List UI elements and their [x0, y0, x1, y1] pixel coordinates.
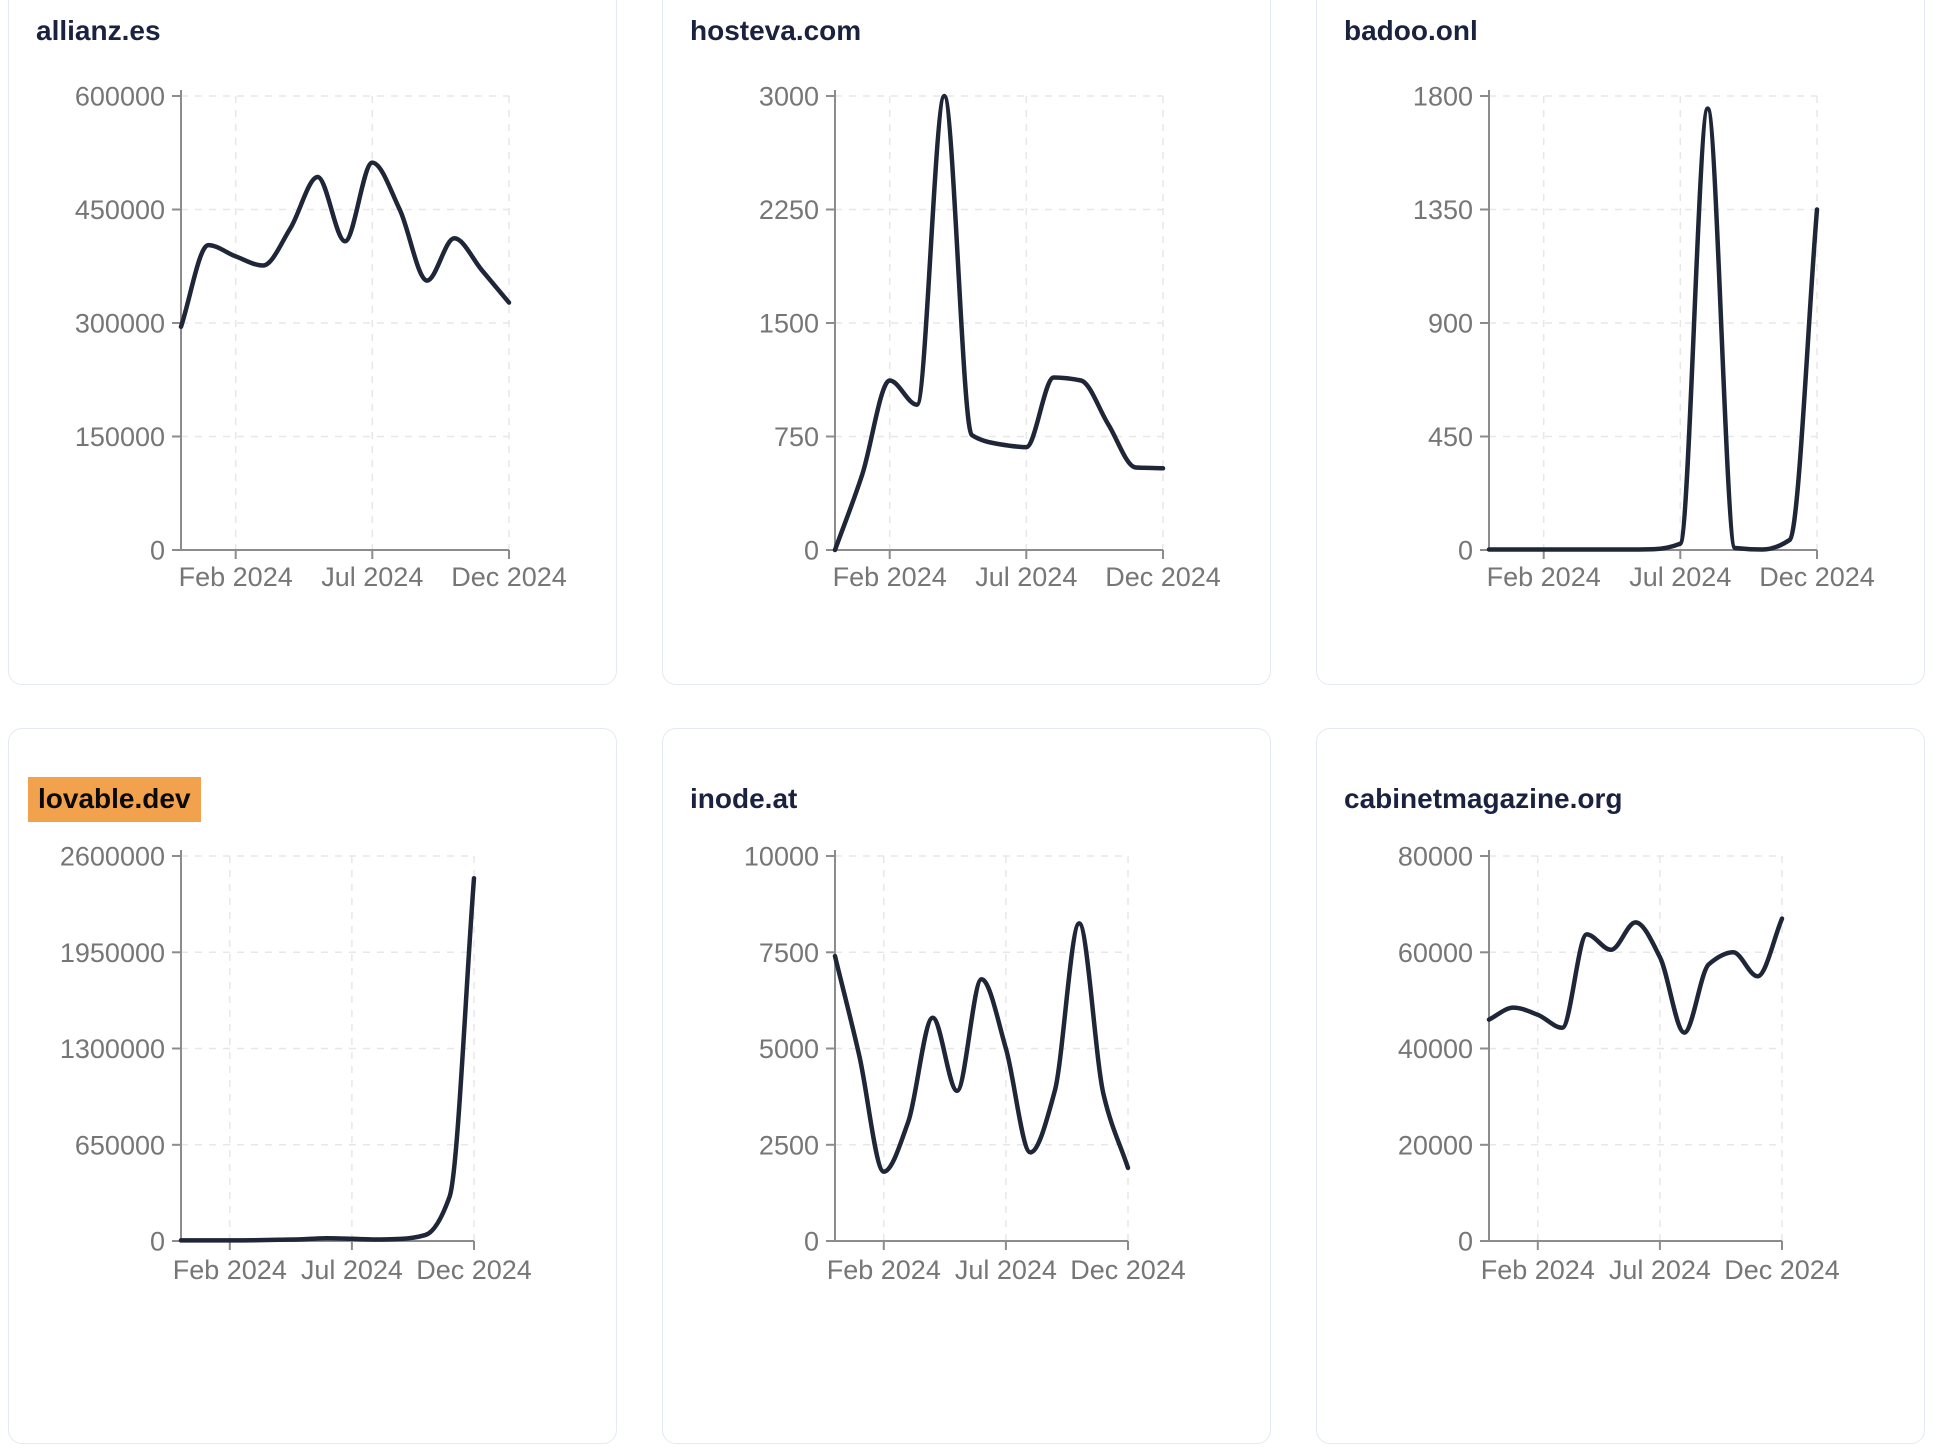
- axis-line: [834, 850, 1128, 1242]
- chart-title: lovable.dev: [28, 777, 201, 822]
- y-tick-label: 2600000: [60, 841, 165, 871]
- series-line: [832, 93, 1166, 553]
- x-tick-label: Jul 2024: [955, 1255, 1057, 1285]
- chart-title-text: badoo.onl: [1344, 15, 1478, 46]
- line-chart: 0 20000 40000 60000 80000 Feb 2024 Jul 2024 Dec…: [1398, 841, 1840, 1285]
- x-tick-label: Dec 2024: [1105, 562, 1221, 592]
- series-line: [178, 875, 477, 1243]
- chart-title-text: allianz.es: [36, 15, 161, 46]
- chart-title: inode.at: [690, 783, 797, 815]
- y-tick-label: 0: [1458, 1226, 1473, 1256]
- axis-line: [1488, 90, 1817, 551]
- chart-card: cabinetmagazine.org 0 20000 40000 60000 80000…: [1316, 728, 1925, 1444]
- series-line: [1486, 106, 1820, 552]
- x-tick-label: Jul 2024: [1609, 1255, 1711, 1285]
- line-chart: 0 2500 5000 7500 10000 Feb 2024 Jul 2024 Dec 20…: [744, 841, 1186, 1285]
- chart-title-text: lovable.dev: [28, 777, 201, 822]
- chart-title: allianz.es: [36, 15, 161, 47]
- x-tick-label: Feb 2024: [1487, 562, 1601, 592]
- y-tick-label: 10000: [744, 841, 819, 871]
- line-chart: 0 450 900 1350 1800 Feb 2024 Jul 2024 Dec 2024: [1413, 81, 1875, 592]
- y-tick-label: 5000: [759, 1034, 819, 1064]
- y-tick-label: 450000: [75, 195, 165, 225]
- x-tick-label: Feb 2024: [833, 562, 947, 592]
- y-tick-label: 0: [804, 535, 819, 565]
- x-tick-label: Feb 2024: [173, 1255, 287, 1285]
- y-tick-label: 2500: [759, 1130, 819, 1160]
- y-tick-label: 20000: [1398, 1130, 1473, 1160]
- chart-card: lovable.dev 0 650000 1300000 1950000 2600000 F…: [8, 728, 617, 1444]
- chart-card: inode.at 0 2500 5000 7500 10000 Feb 2024 Jul 20…: [662, 728, 1271, 1444]
- y-tick-label: 0: [150, 535, 165, 565]
- chart-card: hosteva.com 0 750 1500 2250 3000 Feb 2024 Jul 2…: [662, 0, 1271, 685]
- y-tick-label: 1500: [759, 308, 819, 338]
- x-tick-label: Dec 2024: [1070, 1255, 1186, 1285]
- chart-title-text: hosteva.com: [690, 15, 862, 46]
- axis-line: [180, 90, 509, 551]
- y-tick-label: 80000: [1398, 841, 1473, 871]
- chart-title: badoo.onl: [1344, 15, 1478, 47]
- chart-title-text: inode.at: [690, 783, 798, 814]
- y-tick-label: 750: [774, 422, 819, 452]
- x-tick-label: Jul 2024: [1629, 562, 1731, 592]
- y-tick-label: 650000: [75, 1130, 165, 1160]
- y-tick-label: 1950000: [60, 938, 165, 968]
- y-tick-label: 1300000: [60, 1034, 165, 1064]
- x-tick-label: Dec 2024: [1759, 562, 1875, 592]
- y-tick-label: 450: [1428, 422, 1473, 452]
- line-chart: 0 150000 300000 450000 600000 Feb 2024 Jul 202…: [75, 81, 567, 592]
- chart-title: hosteva.com: [690, 15, 861, 47]
- y-tick-label: 7500: [759, 938, 819, 968]
- axis-line: [1488, 850, 1782, 1242]
- x-tick-label: Jul 2024: [301, 1255, 403, 1285]
- y-tick-label: 0: [150, 1226, 165, 1256]
- x-tick-label: Jul 2024: [975, 562, 1077, 592]
- series-line: [832, 921, 1131, 1174]
- chart-card: badoo.onl 0 450 900 1350 1800 Feb 2024 Jul 2024…: [1316, 0, 1925, 685]
- x-tick-label: Dec 2024: [451, 562, 567, 592]
- y-tick-label: 150000: [75, 422, 165, 452]
- x-tick-label: Jul 2024: [321, 562, 423, 592]
- y-tick-label: 300000: [75, 308, 165, 338]
- axis-line: [834, 90, 1163, 551]
- x-tick-label: Feb 2024: [827, 1255, 941, 1285]
- x-tick-label: Dec 2024: [416, 1255, 532, 1285]
- line-chart: 0 750 1500 2250 3000 Feb 2024 Jul 2024 Dec 2024: [759, 81, 1221, 592]
- y-tick-label: 40000: [1398, 1034, 1473, 1064]
- y-tick-label: 600000: [75, 81, 165, 111]
- x-tick-label: Dec 2024: [1724, 1255, 1840, 1285]
- x-tick-label: Feb 2024: [179, 562, 293, 592]
- y-tick-label: 0: [804, 1226, 819, 1256]
- chart-title: cabinetmagazine.org: [1344, 783, 1623, 815]
- axis-line: [180, 850, 474, 1242]
- series-line: [1486, 916, 1785, 1035]
- x-tick-label: Feb 2024: [1481, 1255, 1595, 1285]
- chart-card: allianz.es 0 150000 300000 450000 600000 Feb 2…: [8, 0, 617, 685]
- chart-title-text: cabinetmagazine.org: [1344, 783, 1623, 814]
- y-tick-label: 1800: [1413, 81, 1473, 111]
- y-tick-label: 2250: [759, 195, 819, 225]
- line-chart: 0 650000 1300000 1950000 2600000 Feb 2024 Jul …: [60, 841, 532, 1285]
- y-tick-label: 3000: [759, 81, 819, 111]
- y-tick-label: 60000: [1398, 938, 1473, 968]
- y-tick-label: 0: [1458, 535, 1473, 565]
- y-tick-label: 1350: [1413, 195, 1473, 225]
- series-line: [178, 160, 512, 330]
- y-tick-label: 900: [1428, 308, 1473, 338]
